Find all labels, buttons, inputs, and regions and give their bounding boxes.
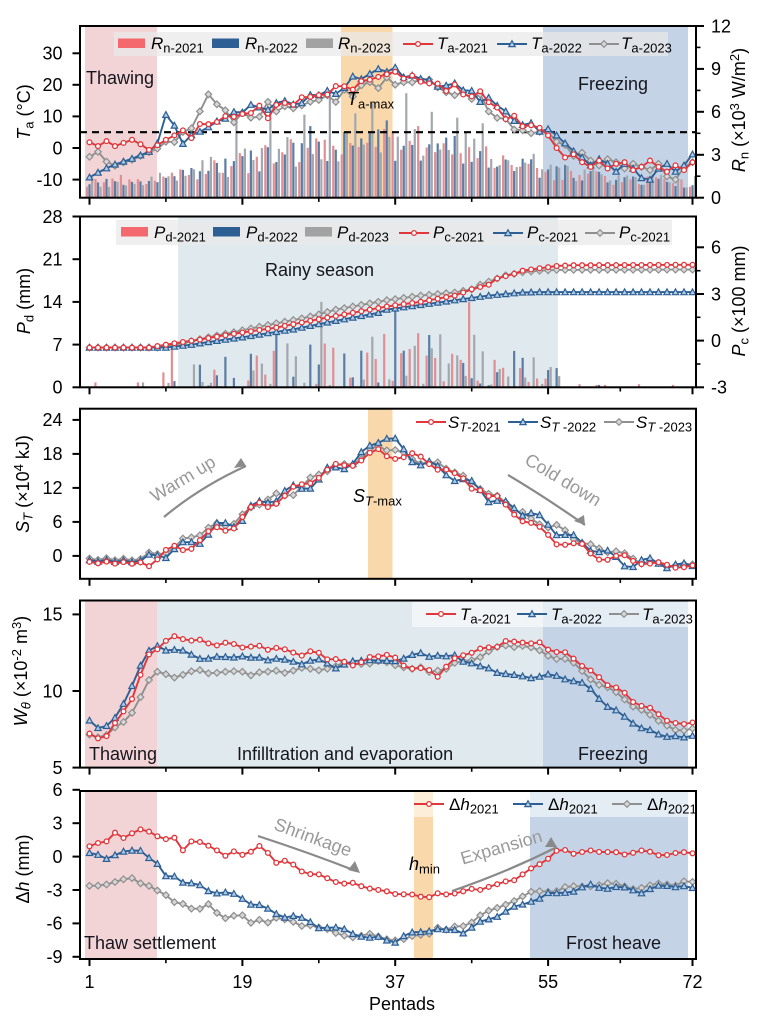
svg-text:0: 0 xyxy=(711,331,721,351)
svg-text:6: 6 xyxy=(52,512,62,532)
svg-text:-3: -3 xyxy=(711,378,727,398)
svg-text:6: 6 xyxy=(711,238,721,258)
svg-text:Ta-2022: Ta-2022 xyxy=(531,34,582,56)
svg-text:28: 28 xyxy=(42,207,62,227)
svg-text:1: 1 xyxy=(84,972,94,992)
svg-text:10: 10 xyxy=(42,107,62,127)
svg-text:Frost heave: Frost heave xyxy=(566,933,661,953)
svg-text:0: 0 xyxy=(52,138,62,158)
svg-text:Rn-2023: Rn-2023 xyxy=(338,34,391,56)
svg-text:9: 9 xyxy=(711,59,721,79)
svg-text:ST -2022: ST -2022 xyxy=(540,413,596,435)
svg-text:Pc-2021: Pc-2021 xyxy=(433,223,484,245)
svg-text:21: 21 xyxy=(42,250,62,270)
svg-text:20: 20 xyxy=(42,75,62,95)
svg-text:18: 18 xyxy=(42,444,62,464)
svg-text:6: 6 xyxy=(711,102,721,122)
svg-text:Wθ (×10-2 m3): Wθ (×10-2 m3) xyxy=(9,616,34,726)
svg-text:12: 12 xyxy=(711,16,731,36)
svg-text:10: 10 xyxy=(42,681,62,701)
svg-text:Thawing: Thawing xyxy=(89,744,157,764)
svg-text:0: 0 xyxy=(52,847,62,867)
svg-text:14: 14 xyxy=(42,292,62,312)
svg-text:hmin: hmin xyxy=(409,854,440,877)
svg-text:ST (×104 kJ): ST (×104 kJ) xyxy=(11,435,36,533)
svg-text:30: 30 xyxy=(42,44,62,64)
svg-text:-9: -9 xyxy=(46,947,62,967)
svg-text:72: 72 xyxy=(682,972,702,992)
svg-text:Thaw settlement: Thaw settlement xyxy=(84,933,216,953)
svg-text:Rn-2022: Rn-2022 xyxy=(245,34,298,56)
svg-text:Ta-2021: Ta-2021 xyxy=(437,34,488,56)
svg-text:5: 5 xyxy=(52,758,62,778)
svg-text:0: 0 xyxy=(52,378,62,398)
svg-text:Pd-2023: Pd-2023 xyxy=(337,223,389,245)
svg-text:Ta-2023: Ta-2023 xyxy=(621,34,672,56)
svg-text:Pd-2022: Pd-2022 xyxy=(246,223,298,245)
svg-text:7: 7 xyxy=(52,335,62,355)
svg-text:Freezing: Freezing xyxy=(578,744,648,764)
svg-text:12: 12 xyxy=(42,478,62,498)
svg-text:Pentads: Pentads xyxy=(369,994,435,1014)
svg-text:37: 37 xyxy=(385,972,405,992)
svg-text:Rainy season: Rainy season xyxy=(265,260,374,280)
svg-text:0: 0 xyxy=(52,546,62,566)
svg-text:Pc-2021: Pc-2021 xyxy=(619,223,670,245)
svg-text:Ta-2022: Ta-2022 xyxy=(551,605,602,627)
svg-text:55: 55 xyxy=(538,972,558,992)
svg-text:Pd-2021: Pd-2021 xyxy=(154,223,206,245)
svg-text:19: 19 xyxy=(232,972,252,992)
svg-text:-6: -6 xyxy=(46,914,62,934)
svg-text:Thawing: Thawing xyxy=(86,68,154,88)
svg-text:Ta-2021: Ta-2021 xyxy=(460,605,511,627)
svg-text:Rn-2021: Rn-2021 xyxy=(151,34,204,56)
svg-text:24: 24 xyxy=(42,410,62,430)
svg-text:Rn (×103 W/m2): Rn (×103 W/m2) xyxy=(727,48,752,172)
svg-text:3: 3 xyxy=(711,284,721,304)
svg-text:Pc-2021: Pc-2021 xyxy=(527,223,578,245)
svg-text:Ta-2023: Ta-2023 xyxy=(642,605,693,627)
svg-text:Pc (×100 mm): Pc (×100 mm) xyxy=(729,245,752,356)
svg-text:ST-max: ST-max xyxy=(353,486,402,509)
svg-text:ST-2021: ST-2021 xyxy=(448,413,501,435)
svg-text:Δh (mm): Δh (mm) xyxy=(13,834,33,903)
svg-text:Infilltration and evaporation: Infilltration and evaporation xyxy=(237,744,453,764)
svg-text:-3: -3 xyxy=(46,880,62,900)
svg-text:6: 6 xyxy=(52,780,62,800)
svg-text:3: 3 xyxy=(711,145,721,165)
svg-text:ST -2023: ST -2023 xyxy=(636,413,692,435)
svg-text:Freezing: Freezing xyxy=(578,74,648,94)
svg-text:15: 15 xyxy=(42,605,62,625)
svg-text:Ta (°C): Ta (°C) xyxy=(14,84,37,139)
svg-text:3: 3 xyxy=(52,814,62,834)
svg-text:0: 0 xyxy=(711,188,721,208)
svg-text:Pd (mm): Pd (mm) xyxy=(14,268,37,334)
svg-text:Ta-max: Ta-max xyxy=(347,89,395,112)
svg-text:-10: -10 xyxy=(36,170,62,190)
